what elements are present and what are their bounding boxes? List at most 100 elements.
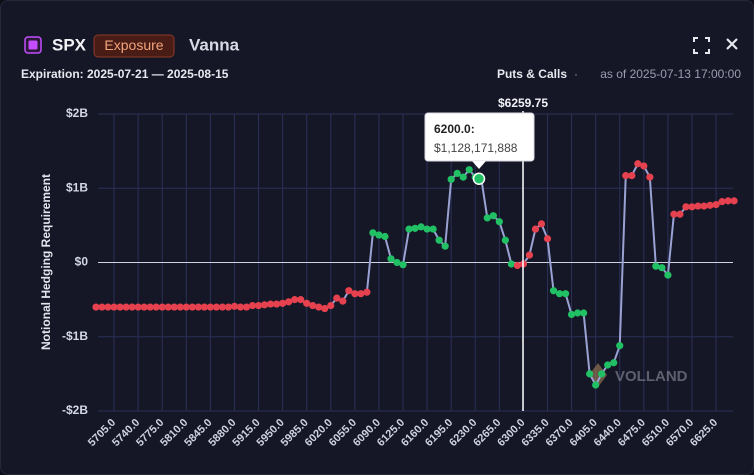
data-point <box>537 220 546 228</box>
data-point <box>140 303 148 311</box>
data-point <box>670 210 678 218</box>
data-point <box>218 303 227 311</box>
separator: · <box>574 67 578 81</box>
symbol: SPX <box>52 35 87 54</box>
data-point <box>254 301 263 310</box>
y-tick-label: -$1B <box>62 329 88 343</box>
data-point <box>387 255 395 263</box>
tooltip-pointer <box>472 161 486 169</box>
data-point <box>682 203 690 211</box>
data-point <box>411 224 419 232</box>
data-point <box>381 232 389 241</box>
data-point <box>339 297 347 305</box>
as-of: as of 2025-07-13 17:00:00 <box>600 67 741 81</box>
badge[interactable] <box>93 34 175 58</box>
data-point <box>417 223 425 231</box>
data-point <box>116 303 124 311</box>
data-point <box>393 258 401 267</box>
data-point <box>236 303 245 311</box>
data-point <box>453 169 461 177</box>
y-tick-label: $2B <box>66 106 88 120</box>
y-tick-label: $1B <box>66 180 88 194</box>
data-point <box>489 212 497 220</box>
data-point <box>309 301 317 310</box>
data-point <box>447 175 455 183</box>
data-point <box>586 370 594 378</box>
data-point <box>652 262 660 270</box>
data-point <box>435 236 443 244</box>
data-point <box>495 218 503 226</box>
data-point <box>369 229 377 237</box>
data-point <box>194 303 202 311</box>
data-point <box>357 290 365 298</box>
data-point <box>273 300 281 308</box>
data-point <box>230 302 239 310</box>
data-point <box>242 303 251 311</box>
series-line <box>96 162 735 388</box>
data-point <box>176 303 184 311</box>
data-point <box>730 197 738 205</box>
data-point <box>266 300 275 308</box>
expand-icon[interactable] <box>693 37 710 54</box>
highlight-point <box>472 172 486 185</box>
data-point <box>429 225 437 233</box>
tooltip-title: 6200.0: <box>434 122 475 136</box>
data-point <box>128 303 136 311</box>
data-point <box>513 261 522 270</box>
x-tick-label: 6625.0 <box>688 417 720 449</box>
data-point <box>616 342 624 350</box>
data-point <box>694 202 702 210</box>
data-point <box>549 287 558 295</box>
data-point <box>598 370 606 378</box>
data-point <box>405 225 413 233</box>
data-point <box>182 303 190 311</box>
data-point <box>688 203 696 211</box>
data-point <box>224 303 233 311</box>
y-tick-label: -$2B <box>62 403 88 417</box>
data-point <box>555 290 564 298</box>
badge-text[interactable]: Exposure <box>104 37 163 53</box>
data-point <box>543 235 552 243</box>
data-point <box>501 236 509 244</box>
tooltip-value: $1,128,171,888 <box>434 141 518 155</box>
y-axis-title: Notional Hedging Requirement <box>39 174 53 350</box>
data-point <box>634 160 642 168</box>
data-point <box>531 225 540 233</box>
data-point <box>158 303 166 311</box>
data-point <box>610 359 618 367</box>
data-point <box>724 197 732 205</box>
symbol-icon-fill <box>28 40 38 50</box>
data-point <box>351 290 359 298</box>
data-point <box>134 303 142 311</box>
data-point <box>98 303 106 311</box>
data-point <box>525 251 534 259</box>
data-point <box>122 303 130 311</box>
data-point <box>658 264 666 272</box>
data-point <box>646 173 654 181</box>
data-point <box>399 261 407 269</box>
data-point <box>700 202 708 210</box>
data-point <box>285 298 293 306</box>
data-point <box>170 303 178 311</box>
data-point <box>92 303 100 311</box>
data-point <box>345 287 353 295</box>
data-point <box>110 303 118 311</box>
data-point <box>628 172 636 180</box>
close-icon[interactable] <box>726 38 738 50</box>
y-tick-label: $0 <box>75 255 89 269</box>
data-point <box>291 296 299 304</box>
data-point <box>712 200 720 209</box>
data-point <box>260 301 269 309</box>
data-point <box>321 304 329 313</box>
tooltip: 6200.0: $1,128,171,888 <box>424 112 535 169</box>
data-point <box>146 303 154 311</box>
data-point <box>441 242 449 250</box>
filter[interactable]: Puts & Calls <box>497 67 567 81</box>
data-point <box>622 172 630 180</box>
metric: Vanna <box>189 35 240 54</box>
data-point <box>423 225 431 233</box>
data-point <box>604 361 612 369</box>
data-point <box>483 214 491 222</box>
data-point <box>375 231 383 239</box>
